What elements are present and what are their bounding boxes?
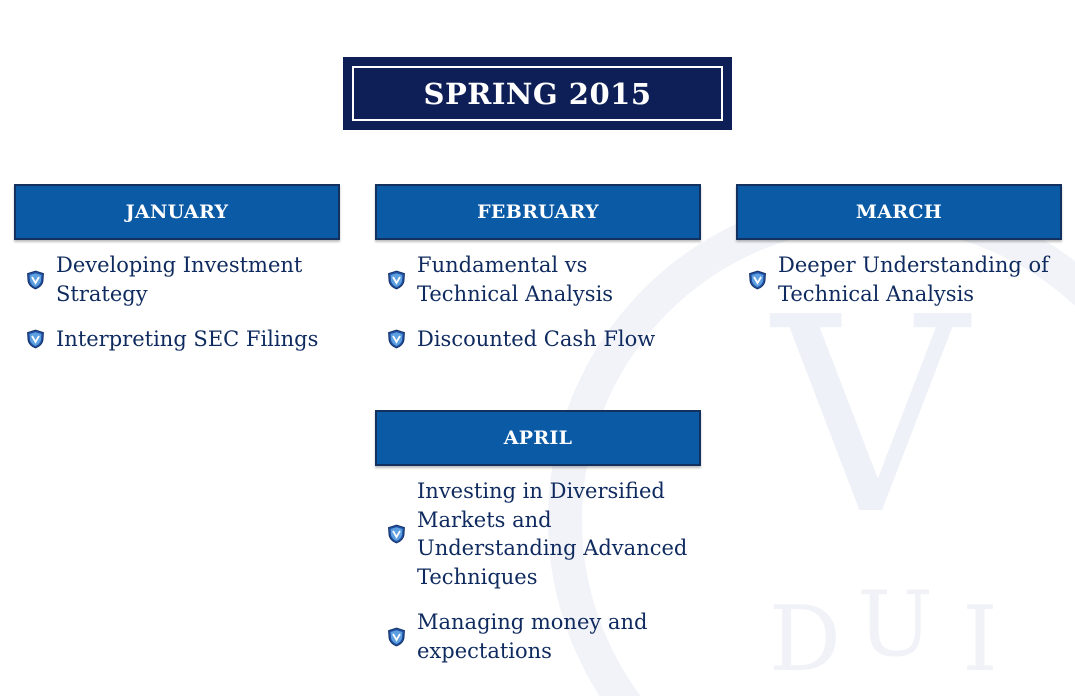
page-title: SPRING 2015 [423, 76, 652, 111]
title-banner: SPRING 2015 [343, 57, 732, 130]
shield-icon [387, 524, 406, 544]
watermark-letter-u: U [857, 572, 933, 677]
topic-text: Fundamental vs Technical Analysis [417, 253, 614, 306]
topic-text: Deeper Understanding of Technical Analys… [778, 253, 1049, 306]
watermark-letter-d: D [769, 587, 841, 692]
topic-text: Developing Investment Strategy [56, 253, 303, 306]
watermark-letter-v: V [768, 259, 975, 574]
month-header-april: APRIL [375, 410, 701, 466]
watermark-letter-i: I [962, 587, 998, 692]
month-header-march: MARCH [736, 184, 1062, 240]
list-item: Developing Investment Strategy [26, 251, 336, 308]
list-item: Deeper Understanding of Technical Analys… [748, 251, 1058, 308]
topic-text: Discounted Cash Flow [417, 327, 656, 351]
april-topic-list: Investing in Diversified Markets and Und… [387, 477, 697, 682]
month-header-february: FEBRUARY [375, 184, 701, 240]
shield-icon [387, 627, 406, 647]
january-topic-list: Developing Investment Strategy Interpret… [26, 251, 336, 371]
shield-icon [387, 329, 406, 349]
list-item: Managing money and expectations [387, 608, 697, 665]
list-item: Discounted Cash Flow [387, 325, 697, 354]
topic-text: Investing in Diversified Markets and Und… [417, 479, 688, 589]
shield-icon [26, 270, 45, 290]
title-frame: SPRING 2015 [352, 66, 723, 121]
month-header-january: JANUARY [14, 184, 340, 240]
shield-icon [26, 329, 45, 349]
list-item: Investing in Diversified Markets and Und… [387, 477, 697, 591]
list-item: Fundamental vs Technical Analysis [387, 251, 697, 308]
topic-text: Managing money and expectations [417, 610, 648, 663]
list-item: Interpreting SEC Filings [26, 325, 336, 354]
march-topic-list: Deeper Understanding of Technical Analys… [748, 251, 1058, 325]
shield-icon [387, 270, 406, 290]
february-topic-list: Fundamental vs Technical Analysis Discou… [387, 251, 697, 371]
topic-text: Interpreting SEC Filings [56, 327, 319, 351]
shield-icon [748, 270, 767, 290]
